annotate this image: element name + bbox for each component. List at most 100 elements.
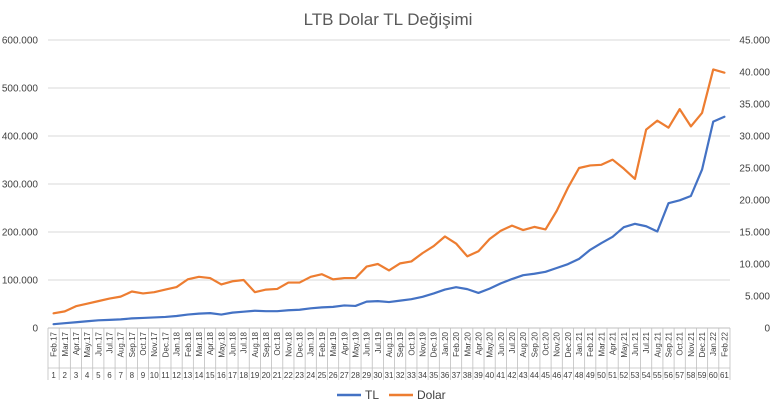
x-index-label: 53 [631,371,640,380]
x-tick-label: Feb.17 [50,331,59,356]
x-tick-label: Sep.21 [665,331,674,357]
x-tick-label: Dec.18 [296,331,305,357]
x-tick-label: Feb.21 [586,331,595,356]
x-tick-label: Dec.21 [698,331,707,357]
y-left-tick-label: 400.000 [2,132,39,143]
gridlines [48,39,730,281]
x-index-label: 2 [63,371,68,380]
x-tick-label: Nov.18 [284,331,293,356]
x-tick-label: Feb.22 [720,331,729,356]
x-index-label: 10 [150,371,159,380]
x-index-label: 38 [463,371,472,380]
x-index-label: 52 [619,371,628,380]
x-index-label: 56 [664,371,673,380]
y-right-tick-label: 45.000 [739,36,770,47]
x-tick-label: May.17 [83,331,92,357]
x-index-label: 18 [239,371,248,380]
x-tick-label: Nov.19 [419,331,428,356]
y-left-tick-label: 0 [32,324,38,335]
x-index-label: 36 [440,371,449,380]
x-index-label: 47 [563,371,572,380]
x-tick-label: Dec.19 [430,331,439,357]
x-tick-label: Jan.22 [709,331,718,356]
x-index-label: 28 [351,371,360,380]
x-tick-label: Sep.18 [262,331,271,357]
x-index-label: 17 [228,371,237,380]
x-index-label: 41 [496,371,505,380]
series-lines [52,68,726,326]
x-tick-label: Jun.20 [497,331,506,356]
y-right-tick-label: 35.000 [739,100,770,111]
x-index-label: 51 [608,371,617,380]
x-index-label: 5 [96,371,101,380]
chart-title: LTB Dolar TL Değişimi [304,10,473,29]
x-index-label: 58 [686,371,695,380]
x-index-label: 54 [642,371,651,380]
y-right-tick-label: 20.000 [739,196,770,207]
y-left-tick-label: 600.000 [2,36,39,47]
x-index-label: 16 [217,371,226,380]
x-index-label: 23 [295,371,304,380]
y-right-tick-label: 40.000 [739,68,770,79]
x-tick-label: Sep.19 [396,331,405,357]
x-index-label: 24 [306,371,315,380]
x-index-label: 20 [262,371,271,380]
x-index-label: 22 [284,371,293,380]
y-right-tick-label: 15.000 [739,228,770,239]
x-index-label: 14 [194,371,203,380]
y-axis-right: 0 5.000 10.000 15.000 20.000 25.000 30.000 35.0… [739,36,770,335]
y-left-tick-label: 500.000 [2,84,39,95]
legend-tl-label: TL [365,388,379,402]
x-index-label: 37 [452,371,461,380]
y-left-tick-label: 200.000 [2,228,39,239]
x-tick-label: Oct.21 [676,331,685,355]
x-tick-label: Dec.20 [564,331,573,357]
x-tick-label: Jun.17 [94,331,103,356]
x-index-label: 21 [273,371,282,380]
x-index-label: 39 [474,371,483,380]
x-index-label: 27 [340,371,349,380]
x-index-label: 7 [118,371,123,380]
x-index-label: 19 [250,371,259,380]
x-index-label: 1 [51,371,56,380]
x-tick-label: Mar.19 [329,331,338,356]
x-tick-label: Sep.17 [128,331,137,357]
y-right-tick-label: 0 [764,324,770,335]
y-left-tick-label: 300.000 [2,180,39,191]
x-tick-label: Aug.17 [117,331,126,357]
x-index-label: 3 [74,371,79,380]
x-index-label: 12 [172,371,181,380]
y-left-tick-label: 100.000 [2,276,39,287]
x-index-label: 15 [206,371,215,380]
y-right-tick-label: 5.000 [745,292,770,303]
x-index-label: 31 [385,371,394,380]
x-axis: Feb.17 Mar.17 Apr.17 May.17 Jun.17 Jul.17 Aug.… [47,327,731,380]
x-tick-label: Apr.20 [474,331,483,355]
x-index-label: 61 [720,371,729,380]
x-tick-label: Jan.21 [575,331,584,356]
x-index-label: 29 [362,371,371,380]
x-tick-label: Mar.18 [195,331,204,356]
x-tick-label: Jul.18 [240,331,249,353]
y-axis-left: 0 100.000 200.000 300.000 400.000 500.000 600.… [2,36,39,335]
x-index-label: 33 [407,371,416,380]
x-tick-label: Jun.19 [363,331,372,356]
x-index-label: 55 [653,371,662,380]
legend: TL Dolar [337,388,446,402]
y-right-tick-label: 10.000 [739,260,770,271]
x-index-label: 25 [317,371,326,380]
x-tick-label: Jan.18 [173,331,182,356]
x-index-label: 43 [519,371,528,380]
x-index-label: 46 [552,371,561,380]
x-tick-label: Mar.20 [463,331,472,356]
series-line-tl [52,115,726,326]
x-tick-label: Feb.19 [318,331,327,356]
x-tick-label: Nov.17 [150,331,159,356]
x-index-label: 32 [396,371,405,380]
x-index-label: 40 [485,371,494,380]
x-tick-label: May.18 [217,331,226,357]
x-tick-label: Dec.17 [161,331,170,357]
x-tick-label: Jul.19 [374,331,383,353]
x-tick-label: Mar.17 [61,331,70,356]
